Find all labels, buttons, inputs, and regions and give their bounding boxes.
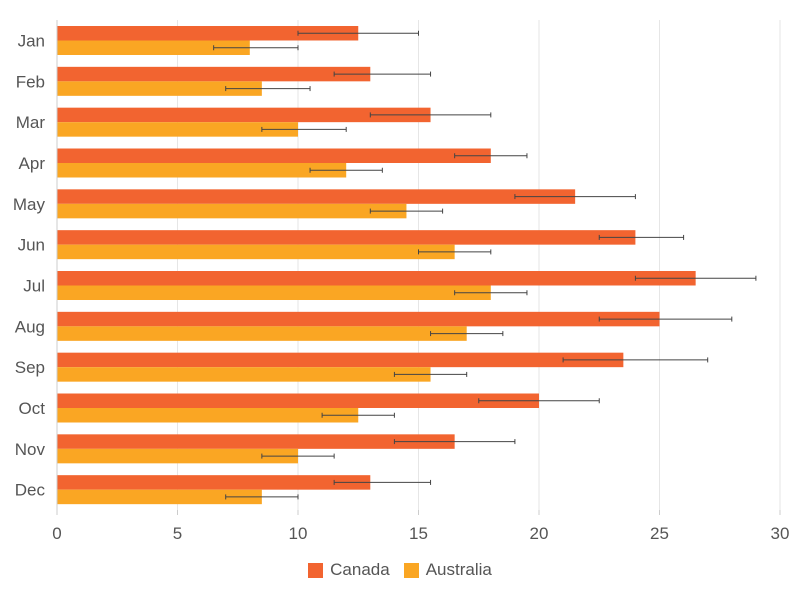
error-bar-australia-oct xyxy=(321,412,395,418)
bar-canada-apr[interactable] xyxy=(57,148,491,164)
bar-canada-jan[interactable] xyxy=(57,26,359,41)
grid-lines xyxy=(177,20,781,510)
error-bar-australia-apr xyxy=(309,167,383,173)
y-tick-label: Dec xyxy=(15,481,46,500)
error-bar-australia-jan xyxy=(213,45,299,51)
bar-canada-jul[interactable] xyxy=(57,271,696,286)
bar-canada-nov[interactable] xyxy=(57,434,455,449)
x-tick-label: 15 xyxy=(409,524,428,543)
error-bar-canada-jan xyxy=(297,30,419,36)
bars xyxy=(57,26,696,505)
error-bar-australia-dec xyxy=(225,494,299,500)
bar-canada-jun[interactable] xyxy=(57,230,636,245)
y-tick-label: Jan xyxy=(18,31,45,50)
error-bar-canada-oct xyxy=(478,398,600,404)
y-tick-label: Jun xyxy=(18,236,45,255)
y-tick-label: Apr xyxy=(19,154,46,173)
x-tick-label: 5 xyxy=(173,524,182,543)
bar-australia-mar[interactable] xyxy=(57,122,298,137)
bar-australia-apr[interactable] xyxy=(57,163,347,178)
error-bar-canada-aug xyxy=(598,316,733,322)
bar-australia-oct[interactable] xyxy=(57,408,359,423)
error-bar-canada-nov xyxy=(393,439,516,445)
bar-australia-aug[interactable] xyxy=(57,326,467,341)
error-bars xyxy=(213,30,757,500)
bar-canada-may[interactable] xyxy=(57,189,576,204)
x-tick-label: 0 xyxy=(52,524,61,543)
y-tick-label: Nov xyxy=(15,440,46,459)
y-tick-label: Oct xyxy=(19,399,46,418)
error-bar-canada-may xyxy=(514,194,636,200)
legend-swatch-canada xyxy=(308,562,324,578)
legend: Canada Australia xyxy=(0,560,800,580)
error-bar-australia-nov xyxy=(261,453,335,459)
bar-australia-feb[interactable] xyxy=(57,81,262,96)
error-bar-canada-feb xyxy=(333,71,432,77)
bar-australia-jan[interactable] xyxy=(57,40,250,56)
error-bar-canada-jul xyxy=(634,275,757,281)
legend-item-canada[interactable]: Canada xyxy=(308,560,390,580)
x-tick-label: 20 xyxy=(530,524,549,543)
bar-canada-sep[interactable] xyxy=(57,352,624,368)
error-bar-australia-jun xyxy=(418,249,492,255)
y-tick-label: Mar xyxy=(16,113,46,132)
error-bar-canada-dec xyxy=(333,479,432,485)
bar-australia-sep[interactable] xyxy=(57,367,431,382)
bar-canada-mar[interactable] xyxy=(57,107,431,123)
x-tick-label: 25 xyxy=(650,524,669,543)
y-tick-label: Sep xyxy=(15,358,45,377)
legend-label-australia: Australia xyxy=(425,560,492,579)
error-bar-canada-jun xyxy=(598,234,685,240)
legend-label-canada: Canada xyxy=(330,560,390,579)
error-bar-australia-jul xyxy=(454,290,528,296)
bar-canada-aug[interactable] xyxy=(57,311,660,327)
y-tick-label: Feb xyxy=(16,72,45,91)
bar-canada-feb[interactable] xyxy=(57,66,371,82)
bar-canada-oct[interactable] xyxy=(57,393,539,409)
y-tick-label: Aug xyxy=(15,317,45,336)
legend-item-australia[interactable]: Australia xyxy=(403,560,492,580)
error-bar-canada-mar xyxy=(369,112,492,118)
error-bar-canada-sep xyxy=(562,357,709,363)
bar-canada-dec[interactable] xyxy=(57,475,371,490)
bar-australia-jun[interactable] xyxy=(57,244,455,260)
legend-swatch-australia xyxy=(403,562,419,578)
error-bar-australia-aug xyxy=(430,331,504,337)
bar-australia-may[interactable] xyxy=(57,203,407,219)
axes: 0 5 10 15 20 25 30 Jan Feb Mar Apr May Jun Jul Aug Sep O… xyxy=(13,20,790,543)
error-bar-canada-apr xyxy=(454,153,528,159)
x-tick-label: 30 xyxy=(771,524,790,543)
error-bar-australia-mar xyxy=(261,126,347,132)
bar-australia-nov[interactable] xyxy=(57,448,298,464)
error-bar-australia-feb xyxy=(225,86,311,92)
bar-australia-jul[interactable] xyxy=(57,285,491,301)
error-bar-australia-may xyxy=(369,208,444,214)
error-bar-australia-sep xyxy=(393,371,468,377)
y-tick-label: May xyxy=(13,195,46,214)
x-tick-label: 10 xyxy=(289,524,308,543)
bar-australia-dec[interactable] xyxy=(57,489,262,505)
y-tick-label: Jul xyxy=(23,276,45,295)
